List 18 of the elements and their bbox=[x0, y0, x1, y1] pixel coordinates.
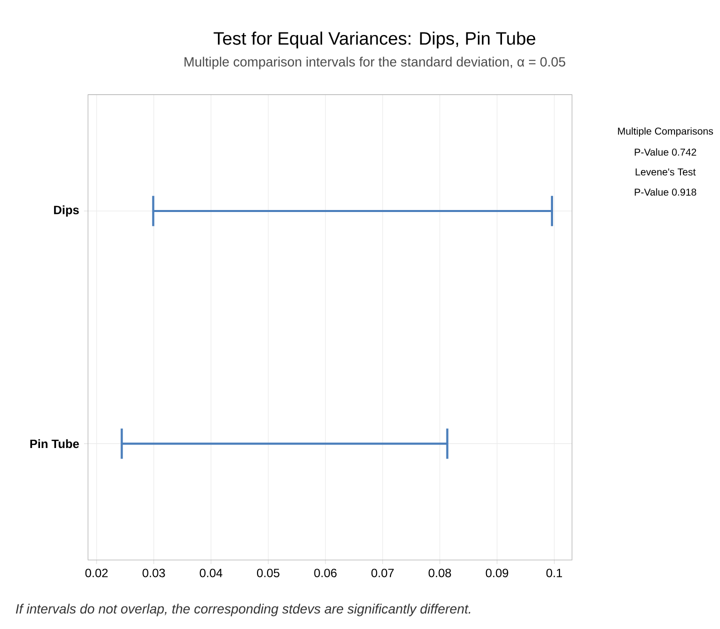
chart-title: Test for Equal Variances: Dips, Pin Tube bbox=[214, 32, 536, 48]
x-tick-label: 0.05 bbox=[257, 568, 280, 578]
x-tick-label: 0.1 bbox=[546, 568, 562, 578]
y-tick-label: Dips bbox=[54, 205, 79, 217]
text: P-Value 0.742 bbox=[634, 148, 696, 156]
y-tick-label: Pin Tube bbox=[30, 439, 79, 448]
chart-subtitle: Multiple comparison intervals for the standard deviation, α = 0.05 bbox=[184, 56, 566, 70]
x-tick-label: 0.09 bbox=[486, 568, 508, 578]
x-tick-label: 0.08 bbox=[428, 568, 451, 578]
x-tick-label: 0.03 bbox=[142, 568, 165, 578]
text: If intervals do not overlap, the corresponding stdevs are significantly different. bbox=[16, 604, 470, 616]
text: Levene's Test bbox=[636, 168, 696, 176]
x-tick-label: 0.07 bbox=[371, 568, 394, 578]
text: Multiple Comparisons bbox=[618, 127, 714, 137]
x-tick-label: 0.04 bbox=[200, 568, 222, 578]
x-tick-label: 0.02 bbox=[85, 568, 108, 578]
text: P-Value 0.918 bbox=[634, 188, 696, 196]
x-tick-label: 0.06 bbox=[314, 568, 337, 578]
